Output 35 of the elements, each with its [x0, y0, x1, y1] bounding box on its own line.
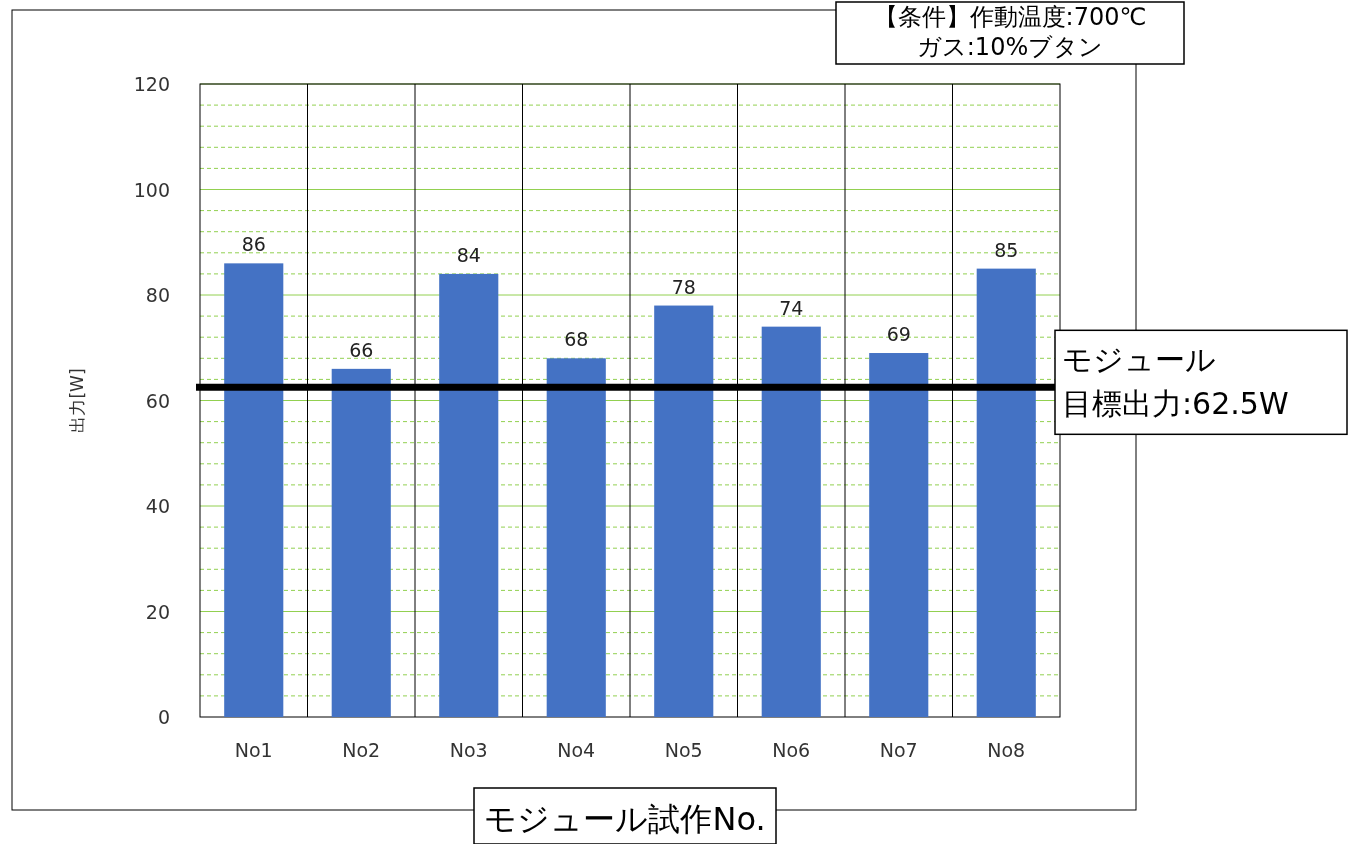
x-tick-label: No2 — [342, 739, 381, 761]
x-tick-label: No4 — [557, 739, 596, 761]
bar — [224, 263, 284, 717]
y-tick-label: 120 — [133, 73, 170, 95]
bar — [331, 368, 391, 717]
x-tick-label: No1 — [234, 739, 273, 761]
x-tick-label: No5 — [664, 739, 703, 761]
bar — [546, 358, 606, 717]
x-tick-label: No6 — [772, 739, 811, 761]
text: 【条件】作動温度:700℃ ガス:10%ブタン — [873, 3, 1147, 61]
data-label: 66 — [349, 338, 374, 361]
x-tick-label: No3 — [449, 739, 488, 761]
data-label: 84 — [456, 243, 481, 266]
y-tick-label: 20 — [145, 600, 170, 623]
y-tick-label: 60 — [145, 389, 170, 412]
ref-line-label: モジュール目標出力:62.5W — [1062, 342, 1289, 422]
bar — [761, 326, 821, 717]
bar — [976, 268, 1036, 717]
x-tick-label: No7 — [879, 739, 918, 761]
data-label: 78 — [671, 275, 696, 298]
y-tick-label: 40 — [145, 495, 170, 517]
bar — [869, 353, 929, 717]
y-tick-label: 80 — [145, 284, 170, 306]
data-label: 69 — [886, 323, 911, 346]
bar — [654, 305, 714, 717]
x-tick-label: No8 — [987, 739, 1026, 761]
y-tick-label: 0 — [157, 706, 170, 728]
data-label: 74 — [779, 296, 804, 319]
y-tick-label: 100 — [133, 178, 170, 201]
data-label: 85 — [994, 238, 1019, 261]
x-axis-title: モジュール試作No. — [484, 800, 766, 838]
data-label: 86 — [241, 233, 266, 256]
bar — [439, 273, 499, 717]
data-label: 68 — [564, 328, 589, 351]
y-axis-title: 出力[W] — [67, 368, 87, 433]
